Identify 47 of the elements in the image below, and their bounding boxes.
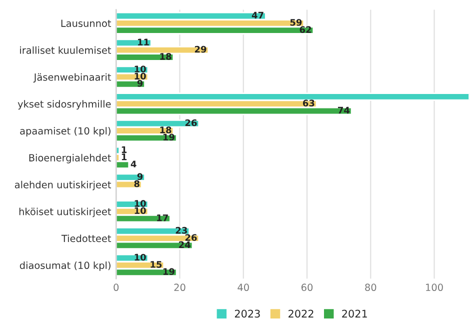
- data-label: 10: [134, 207, 146, 214]
- y-tick-label: alehden uutiskirjeet: [14, 180, 112, 190]
- data-label: 47: [252, 12, 264, 18]
- data-label: 1: [122, 154, 127, 160]
- data-label: 10: [134, 254, 146, 261]
- legend-label: 2023: [234, 310, 260, 318]
- data-label: 4: [130, 160, 136, 168]
- data-label: 63: [302, 100, 314, 106]
- y-tick-label: hköiset uutiskirjeet: [19, 208, 112, 218]
- data-label: 18: [160, 53, 172, 60]
- y-tick-label: iralliset kuulemiset: [20, 46, 112, 54]
- data-label: 74: [338, 106, 350, 114]
- data-label: 9: [137, 173, 143, 180]
- data-label: 18: [160, 126, 172, 134]
- data-label: 15: [150, 261, 162, 268]
- data-label: 10: [134, 66, 146, 72]
- y-tick-label: Lausunnot: [61, 20, 112, 27]
- data-label: 29: [194, 46, 206, 53]
- x-tick-label: 20: [174, 284, 186, 292]
- x-tick-label: 40: [238, 284, 249, 292]
- x-tick-label: 80: [365, 284, 376, 292]
- data-label: 59: [290, 18, 302, 26]
- x-tick-label: 100: [426, 284, 443, 292]
- legend-label: 2022: [288, 310, 314, 318]
- y-tick-label: Bioenergialehdet: [29, 154, 112, 164]
- data-label: 23: [176, 226, 187, 234]
- data-label: 62: [300, 26, 311, 33]
- data-label: 8: [134, 180, 140, 188]
- y-tick-label: ykset sidosryhmille: [18, 100, 111, 110]
- data-label: 24: [179, 241, 190, 248]
- data-label: 10: [134, 72, 146, 80]
- y-tick-label: diaosumat (10 kpl): [20, 262, 110, 271]
- data-label: 26: [185, 234, 197, 241]
- x-tick-label: 60: [302, 284, 313, 292]
- data-label: 9: [137, 80, 143, 87]
- x-tick-label: 0: [114, 284, 119, 292]
- legend-label: 2021: [342, 310, 367, 318]
- y-tick-label: apaamiset (10 kpl): [20, 127, 110, 136]
- data-label: 11: [138, 38, 149, 46]
- y-tick-label: Jäsenwebinaarit: [33, 73, 112, 83]
- data-label: 19: [163, 134, 174, 141]
- y-tick-label: Tiedotteet: [61, 234, 112, 242]
- data-label: 1: [122, 146, 127, 153]
- data-label: 17: [157, 214, 168, 222]
- data-label: 19: [163, 268, 174, 275]
- data-label: 26: [185, 119, 197, 126]
- data-label: 10: [134, 200, 146, 207]
